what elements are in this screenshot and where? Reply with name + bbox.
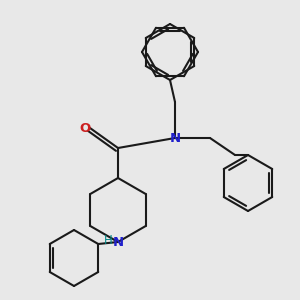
- Text: O: O: [80, 122, 91, 134]
- Text: H: H: [104, 235, 112, 248]
- Text: N: N: [169, 131, 181, 145]
- Text: N: N: [112, 236, 124, 248]
